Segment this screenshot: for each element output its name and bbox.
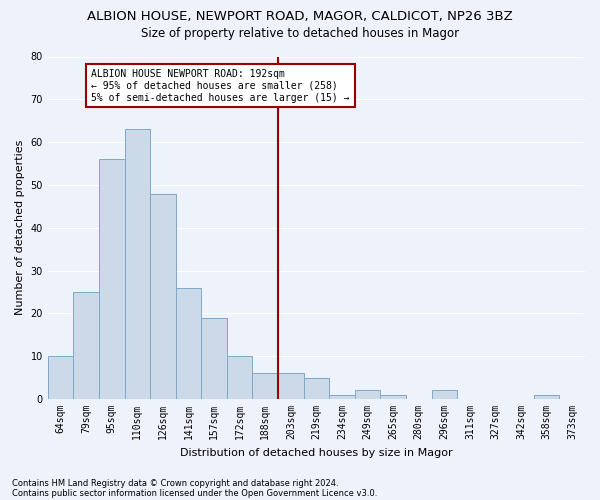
Bar (329, 395, 355, 399)
Bar (176, 288, 201, 399)
Text: ALBION HOUSE NEWPORT ROAD: 192sqm
← 95% of detached houses are smaller (258)
5% : ALBION HOUSE NEWPORT ROAD: 192sqm ← 95% … (91, 70, 350, 102)
Bar (380, 395, 406, 399)
Text: Contains public sector information licensed under the Open Government Licence v3: Contains public sector information licen… (12, 488, 377, 498)
Text: Contains HM Land Registry data © Crown copyright and database right 2024.: Contains HM Land Registry data © Crown c… (12, 478, 338, 488)
Text: ALBION HOUSE, NEWPORT ROAD, MAGOR, CALDICOT, NP26 3BZ: ALBION HOUSE, NEWPORT ROAD, MAGOR, CALDI… (87, 10, 513, 23)
Text: Size of property relative to detached houses in Magor: Size of property relative to detached ho… (141, 28, 459, 40)
Y-axis label: Number of detached properties: Number of detached properties (15, 140, 25, 316)
Bar (201, 318, 227, 399)
Bar (253, 374, 278, 399)
Bar (227, 356, 253, 399)
Bar (304, 378, 329, 399)
Bar (99, 160, 125, 399)
X-axis label: Distribution of detached houses by size in Magor: Distribution of detached houses by size … (180, 448, 453, 458)
Bar (431, 390, 457, 399)
Bar (150, 194, 176, 399)
Bar (73, 292, 99, 399)
Bar (48, 356, 73, 399)
Bar (355, 390, 380, 399)
Bar (534, 395, 559, 399)
Bar (125, 130, 150, 399)
Bar (278, 374, 304, 399)
